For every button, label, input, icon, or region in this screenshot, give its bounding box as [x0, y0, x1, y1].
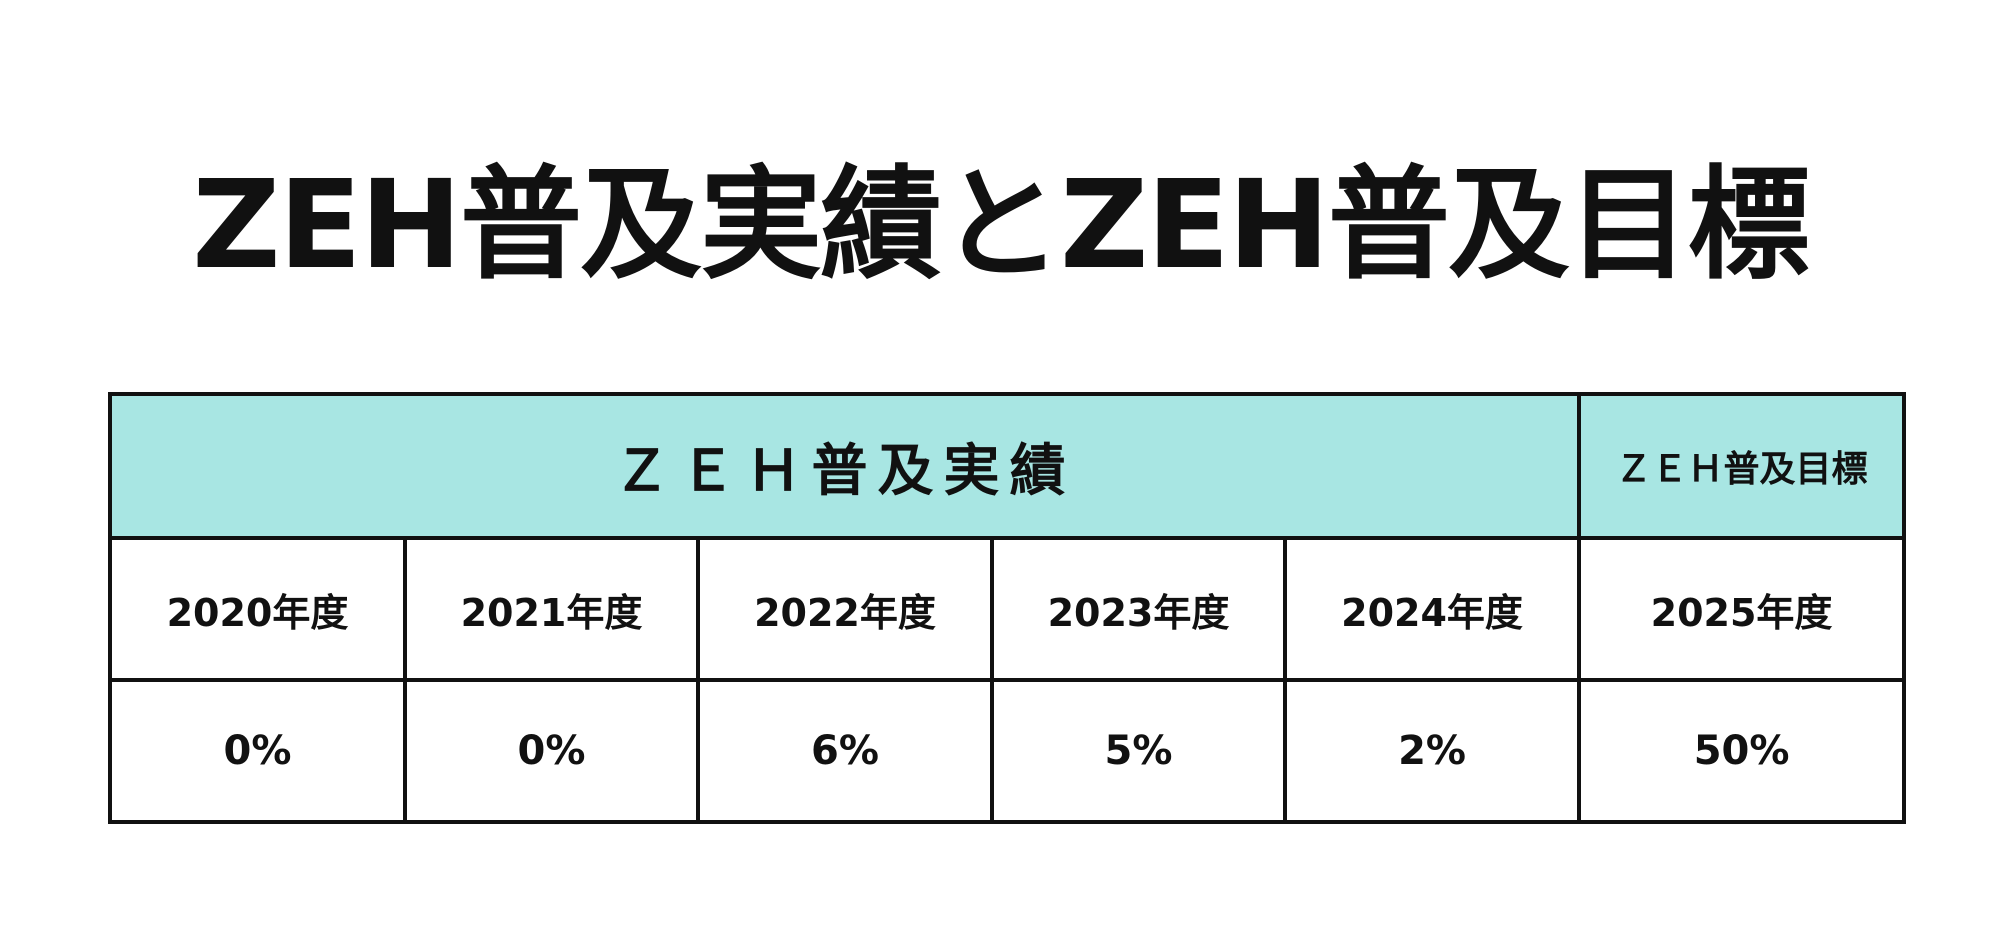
value-cell: 50%	[1577, 678, 1907, 824]
value-cell: 6%	[696, 678, 994, 824]
year-cell: 2023年度	[990, 536, 1287, 682]
value-cell: 0%	[108, 678, 407, 824]
value-row: 0% 0% 6% 5% 2% 50%	[108, 678, 1907, 824]
value-cell: 2%	[1282, 678, 1582, 824]
header-row: ＺＥＨ普及実績 ＺＥＨ普及目標	[107, 392, 1907, 540]
header-cell: ＺＥＨ普及実績	[107, 392, 1582, 540]
year-cell: 2020年度	[108, 536, 407, 682]
year-row: 2020年度 2021年度 2022年度 2023年度 2024年度 2025年度	[108, 536, 1907, 682]
year-cell: 2024年度	[1282, 536, 1582, 682]
header-cell: ＺＥＨ普及目標	[1577, 392, 1907, 540]
zeh-table: ＺＥＨ普及実績 ＺＥＨ普及目標 2020年度 2021年度 2022年度 2023年度…	[107, 392, 1907, 824]
value-cell: 5%	[990, 678, 1287, 824]
year-cell: 2025年度	[1577, 536, 1907, 682]
year-cell: 2021年度	[403, 536, 700, 682]
page-title: ZEH普及実績とZEH普及目標	[192, 154, 1810, 296]
year-cell: 2022年度	[696, 536, 994, 682]
value-cell: 0%	[403, 678, 700, 824]
